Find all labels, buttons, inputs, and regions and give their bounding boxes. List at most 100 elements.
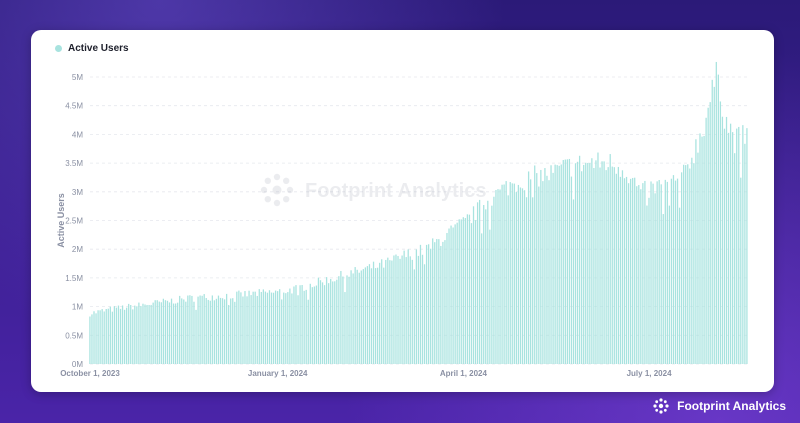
data-bar[interactable]	[499, 189, 501, 364]
data-bar[interactable]	[115, 307, 118, 364]
data-bar[interactable]	[350, 270, 352, 364]
data-bar[interactable]	[703, 135, 705, 364]
data-bar[interactable]	[215, 298, 218, 364]
data-bar[interactable]	[207, 299, 209, 364]
data-bar[interactable]	[609, 154, 611, 364]
data-bar[interactable]	[697, 152, 699, 364]
data-bar[interactable]	[109, 306, 111, 364]
data-bar[interactable]	[279, 289, 281, 364]
data-bar[interactable]	[713, 86, 715, 364]
data-bar[interactable]	[183, 299, 185, 364]
data-bar[interactable]	[430, 248, 432, 364]
data-bar[interactable]	[574, 163, 577, 364]
data-bar[interactable]	[179, 295, 181, 364]
data-bar[interactable]	[638, 185, 640, 364]
data-bar[interactable]	[462, 217, 464, 364]
data-bar[interactable]	[209, 300, 211, 364]
data-bar[interactable]	[330, 278, 332, 364]
data-bar[interactable]	[485, 209, 487, 364]
data-bar[interactable]	[605, 170, 607, 364]
data-bar[interactable]	[305, 289, 307, 364]
data-bar[interactable]	[411, 259, 413, 364]
data-bar[interactable]	[615, 173, 617, 364]
data-bar[interactable]	[676, 178, 679, 364]
data-bar[interactable]	[693, 163, 695, 364]
data-bar[interactable]	[140, 306, 142, 364]
data-bar[interactable]	[705, 117, 707, 365]
data-bar[interactable]	[668, 205, 671, 364]
data-bar[interactable]	[505, 181, 507, 364]
data-bar[interactable]	[197, 296, 199, 364]
data-bar[interactable]	[691, 157, 693, 364]
data-bar[interactable]	[603, 161, 605, 364]
data-bar[interactable]	[134, 305, 136, 364]
data-bar[interactable]	[395, 254, 397, 364]
data-bar[interactable]	[617, 166, 620, 364]
data-bar[interactable]	[93, 311, 95, 364]
data-bar[interactable]	[185, 301, 187, 364]
data-bar[interactable]	[581, 171, 583, 364]
data-bar[interactable]	[662, 214, 664, 364]
data-bar[interactable]	[454, 224, 456, 364]
data-bar[interactable]	[181, 298, 183, 364]
data-bar[interactable]	[160, 302, 162, 364]
data-bar[interactable]	[532, 197, 534, 364]
data-bar[interactable]	[672, 175, 675, 364]
data-bar[interactable]	[544, 168, 546, 364]
data-bar[interactable]	[193, 301, 195, 364]
data-bar[interactable]	[591, 158, 593, 364]
data-bar[interactable]	[507, 195, 509, 364]
data-bar[interactable]	[360, 270, 362, 364]
data-bar[interactable]	[530, 179, 532, 364]
data-bar[interactable]	[130, 305, 132, 364]
data-bar[interactable]	[670, 178, 673, 364]
data-bar[interactable]	[503, 184, 505, 364]
data-bar[interactable]	[472, 206, 475, 364]
data-bar[interactable]	[338, 276, 340, 364]
data-bar[interactable]	[315, 285, 318, 364]
data-bar[interactable]	[656, 181, 658, 364]
data-bar[interactable]	[387, 257, 389, 364]
data-bar[interactable]	[256, 295, 258, 364]
data-bar[interactable]	[466, 214, 469, 364]
data-bar[interactable]	[293, 286, 295, 364]
data-bar[interactable]	[199, 295, 201, 364]
data-bar[interactable]	[313, 286, 315, 364]
data-bar[interactable]	[142, 303, 144, 364]
data-bar[interactable]	[444, 240, 446, 364]
data-bar[interactable]	[344, 292, 346, 364]
data-bar[interactable]	[648, 197, 650, 364]
data-bar[interactable]	[483, 205, 485, 364]
data-bar[interactable]	[442, 241, 444, 364]
data-bar[interactable]	[721, 116, 724, 365]
data-bar[interactable]	[348, 276, 350, 364]
data-bar[interactable]	[538, 186, 540, 364]
data-bar[interactable]	[523, 190, 526, 364]
data-bar[interactable]	[328, 283, 330, 364]
data-bar[interactable]	[274, 290, 277, 364]
data-bar[interactable]	[376, 267, 379, 364]
data-bar[interactable]	[346, 275, 348, 364]
data-bar[interactable]	[493, 196, 495, 364]
data-bar[interactable]	[164, 300, 167, 364]
data-bar[interactable]	[136, 306, 138, 364]
data-bar[interactable]	[234, 301, 236, 364]
data-bar[interactable]	[650, 181, 652, 364]
data-bar[interactable]	[652, 183, 654, 364]
data-bar[interactable]	[597, 152, 599, 364]
data-bar[interactable]	[550, 165, 552, 364]
data-bar[interactable]	[311, 287, 313, 364]
data-bar[interactable]	[568, 158, 571, 364]
chart-legend[interactable]: Active Users	[55, 43, 129, 54]
data-bar[interactable]	[195, 309, 197, 364]
data-bar[interactable]	[576, 161, 579, 364]
data-bar[interactable]	[221, 298, 224, 364]
data-bar[interactable]	[664, 179, 666, 364]
data-bar[interactable]	[213, 300, 216, 364]
data-bar[interactable]	[168, 302, 171, 364]
data-bar[interactable]	[534, 165, 536, 364]
data-bar[interactable]	[509, 182, 511, 364]
data-bar[interactable]	[646, 205, 648, 364]
data-bar[interactable]	[742, 125, 744, 364]
data-bar[interactable]	[525, 197, 528, 364]
